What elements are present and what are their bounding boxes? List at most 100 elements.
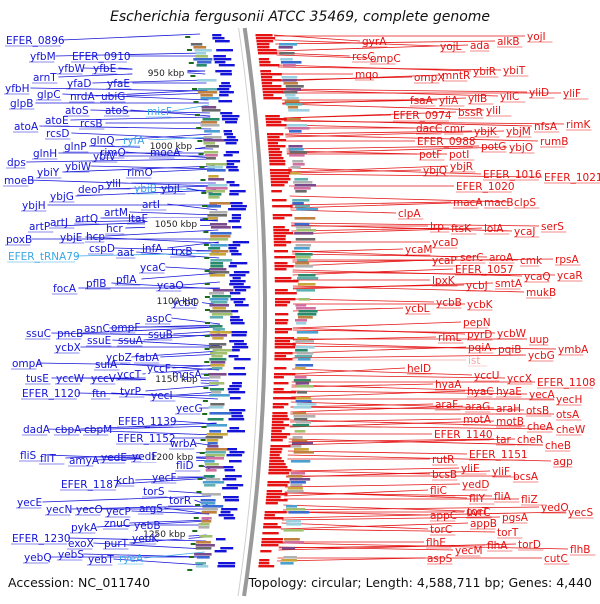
- gene-label: EFER_0910: [72, 51, 131, 63]
- forward-gene-block: [214, 61, 226, 64]
- forward-gene-block: [230, 298, 246, 301]
- ruler-label: 1150 kbp: [155, 375, 198, 385]
- reverse-gene-block: [271, 199, 287, 202]
- reverse-gene-block: [273, 376, 284, 379]
- reverse-gene-block: [266, 490, 283, 493]
- feature-block: [279, 52, 295, 55]
- leader-line: [274, 39, 439, 47]
- leader-line: [278, 66, 502, 71]
- gene-label: ftsK: [451, 223, 472, 235]
- reverse-gene-block: [269, 463, 286, 466]
- reverse-gene-block: [263, 94, 274, 97]
- accession-text: Accession: NC_011740: [8, 575, 151, 590]
- feature-block: [295, 226, 311, 229]
- forward-gene-block: [229, 274, 246, 277]
- forward-gene-block: [217, 565, 235, 568]
- feature-block: [294, 217, 316, 220]
- forward-gene-block: [223, 154, 233, 157]
- gene-label: clpA: [398, 208, 421, 220]
- ruler-tick: [196, 491, 202, 493]
- ruler-tick: [203, 231, 209, 233]
- gene-label: artQ: [75, 213, 98, 225]
- forward-gene-block: [220, 73, 232, 76]
- leader-line: [290, 201, 483, 209]
- feature-block: [210, 223, 228, 226]
- leader-line: [167, 241, 219, 249]
- reverse-gene-leader-lines: [273, 34, 600, 565]
- gene-label: ompA: [12, 358, 43, 370]
- feature-block: [283, 556, 297, 559]
- leader-line: [292, 258, 554, 263]
- gene-label: rcsD: [46, 128, 69, 140]
- forward-gene-block: [224, 499, 239, 502]
- leader-line: [283, 111, 457, 119]
- gene-label: argS: [139, 503, 163, 515]
- gene-label: EFER_tRNA79: [8, 251, 80, 263]
- reverse-gene-block: [275, 298, 296, 301]
- gene-label: glnQ: [90, 135, 115, 147]
- gene-label: ybiV: [93, 151, 117, 163]
- reverse-gene-block: [263, 523, 278, 526]
- feature-block: [212, 295, 232, 298]
- feature-block: [209, 316, 224, 319]
- feature-block: [201, 493, 221, 496]
- gene-label: tar: [496, 434, 512, 446]
- feature-block: [280, 58, 293, 61]
- feature-block: [208, 343, 227, 346]
- reverse-gene-block: [260, 73, 282, 76]
- forward-gene-block: [231, 214, 241, 217]
- reverse-gene-block: [269, 169, 292, 172]
- forward-gene-block: [228, 391, 246, 394]
- feature-block: [295, 382, 310, 385]
- feature-block: [290, 172, 301, 175]
- feature-block: [294, 376, 307, 379]
- reverse-gene-block: [268, 472, 290, 475]
- feature-block: [212, 349, 233, 352]
- gene-label: yfbE: [93, 63, 116, 75]
- gene-label: yedD: [462, 479, 489, 491]
- gene-label: hyaA: [435, 379, 462, 391]
- feature-block: [209, 253, 226, 256]
- reverse-gene-block: [273, 235, 286, 238]
- gene-label: serS: [541, 221, 564, 233]
- leader-line: [129, 519, 209, 524]
- feature-block: [287, 127, 310, 130]
- gene-label: uup: [529, 334, 549, 346]
- gene-label: EFER_1057: [455, 264, 514, 276]
- feature-block: [209, 388, 224, 391]
- leader-line: [292, 285, 525, 293]
- forward-gene-block: [215, 70, 232, 73]
- gene-label: ybiW: [65, 161, 92, 173]
- gene-label: araG: [465, 401, 490, 413]
- gene-label: ybjM: [506, 126, 531, 138]
- gene-label: EFER_1152: [117, 433, 176, 445]
- feature-block: [284, 538, 300, 541]
- feature-block: [203, 136, 222, 139]
- feature-block: [290, 445, 302, 448]
- forward-gene-block: [233, 301, 244, 304]
- feature-block: [295, 238, 316, 241]
- forward-gene-block: [224, 469, 236, 472]
- gene-label: hyaE: [496, 386, 522, 398]
- ruler-tick: [197, 478, 203, 480]
- leader-line: [145, 384, 219, 392]
- leader-line: [62, 93, 209, 101]
- leader-line: [287, 167, 482, 175]
- reverse-gene-block: [259, 61, 271, 64]
- forward-gene-block: [225, 448, 237, 451]
- gene-label: torC: [430, 524, 452, 536]
- leader-line: [291, 384, 495, 392]
- leader-line: [289, 195, 513, 203]
- leader-line: [279, 542, 569, 550]
- feature-block: [204, 130, 220, 133]
- gene-label: glpC: [37, 89, 61, 101]
- gene-label: yliI: [106, 178, 121, 190]
- forward-gene-block: [220, 547, 234, 550]
- gene-label: deoP: [78, 184, 104, 196]
- gene-label: yedE: [101, 452, 127, 464]
- feature-block: [209, 310, 232, 313]
- gene-label: yecS: [568, 507, 593, 519]
- gene-label: ybjE: [60, 232, 82, 244]
- feature-block: [294, 223, 310, 226]
- gene-label: artJ: [50, 217, 68, 229]
